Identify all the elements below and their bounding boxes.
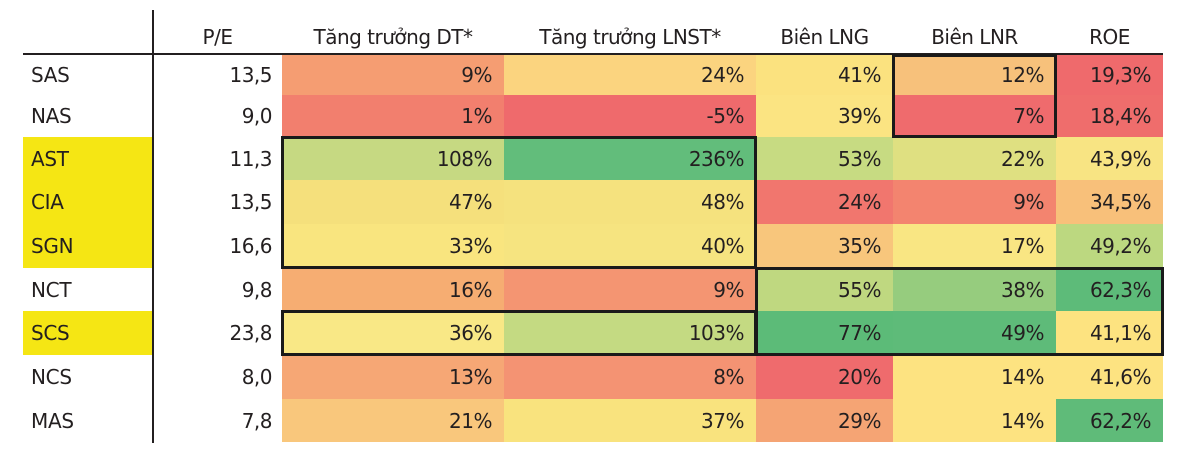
cell-roe: 62,2% — [1056, 399, 1163, 442]
cell-lng: 55% — [756, 268, 893, 311]
cell-lnr: 9% — [893, 180, 1056, 224]
cell-roe: 49,2% — [1056, 224, 1163, 268]
cell-dt: 47% — [282, 180, 504, 224]
cell-pe: 23,8 — [229, 321, 272, 345]
cell-lng: 24% — [756, 180, 893, 224]
cell-lnst: 103% — [504, 311, 756, 355]
row-label-ncs: NCS — [31, 365, 72, 389]
cell-lng: 20% — [756, 355, 893, 399]
cell-pe: 13,5 — [229, 190, 272, 214]
column-header-lng: Biên LNG — [780, 25, 869, 49]
cell-lnr: 22% — [893, 137, 1056, 180]
cell-pe: 7,8 — [241, 408, 273, 433]
cell-pe: 9,8 — [241, 277, 273, 302]
cell-roe: 19,3% — [1056, 55, 1163, 95]
cell-lng: 29% — [756, 399, 893, 442]
cell-dt: 16% — [282, 268, 504, 311]
cell-lng: 41% — [756, 55, 893, 95]
row-label-scs: SCS — [23, 311, 152, 355]
cell-lnst: 24% — [504, 55, 756, 95]
cell-dt: 21% — [282, 399, 504, 442]
row-label-sas: SAS — [31, 63, 70, 87]
cell-lnst: 37% — [504, 399, 756, 442]
cell-lng: 35% — [756, 224, 893, 268]
label-divider — [152, 10, 154, 443]
cell-lnst: 236% — [504, 137, 756, 180]
cell-lnr: 17% — [893, 224, 1056, 268]
cell-lnr: 7% — [893, 95, 1056, 137]
cell-dt: 33% — [282, 224, 504, 268]
cell-lnst: -5% — [504, 95, 756, 137]
cell-lnst: 40% — [504, 224, 756, 268]
column-header-dt: Tăng trưởng DT* — [313, 25, 473, 49]
cell-lnst: 8% — [504, 355, 756, 399]
row-label-sgn: SGN — [23, 224, 152, 268]
column-header-lnr: Biên LNR — [931, 25, 1018, 49]
cell-pe: 11,3 — [229, 146, 272, 171]
cell-lnr: 14% — [893, 355, 1056, 399]
cell-lnr: 14% — [893, 399, 1056, 442]
cell-pe: 16,6 — [229, 234, 272, 258]
cell-lng: 53% — [756, 137, 893, 180]
cell-lnr: 49% — [893, 311, 1056, 355]
cell-lng: 77% — [756, 311, 893, 355]
row-label-nct: NCT — [31, 277, 72, 302]
cell-roe: 41,1% — [1056, 311, 1163, 355]
column-header-lnst: Tăng trưởng LNST* — [539, 25, 721, 49]
cell-dt: 13% — [282, 355, 504, 399]
cell-lng: 39% — [756, 95, 893, 137]
cell-roe: 18,4% — [1056, 95, 1163, 137]
column-header-roe: ROE — [1089, 25, 1130, 49]
header-divider — [23, 53, 1163, 55]
cell-roe: 43,9% — [1056, 137, 1163, 180]
cell-dt: 108% — [282, 137, 504, 180]
cell-roe: 34,5% — [1056, 180, 1163, 224]
cell-roe: 62,3% — [1056, 268, 1163, 311]
row-label-mas: MAS — [31, 408, 74, 433]
cell-roe: 41,6% — [1056, 355, 1163, 399]
cell-lnr: 12% — [893, 55, 1056, 95]
row-label-cia: CIA — [23, 180, 152, 224]
cell-pe: 13,5 — [229, 63, 272, 87]
cell-lnst: 48% — [504, 180, 756, 224]
row-label-nas: NAS — [31, 104, 72, 128]
cell-pe: 8,0 — [241, 365, 273, 389]
cell-dt: 1% — [282, 95, 504, 137]
cell-dt: 36% — [282, 311, 504, 355]
column-header-pe: P/E — [202, 25, 233, 49]
cell-pe: 9,0 — [241, 104, 273, 128]
row-label-ast: AST — [23, 137, 152, 180]
cell-dt: 9% — [282, 55, 504, 95]
cell-lnst: 9% — [504, 268, 756, 311]
cell-lnr: 38% — [893, 268, 1056, 311]
